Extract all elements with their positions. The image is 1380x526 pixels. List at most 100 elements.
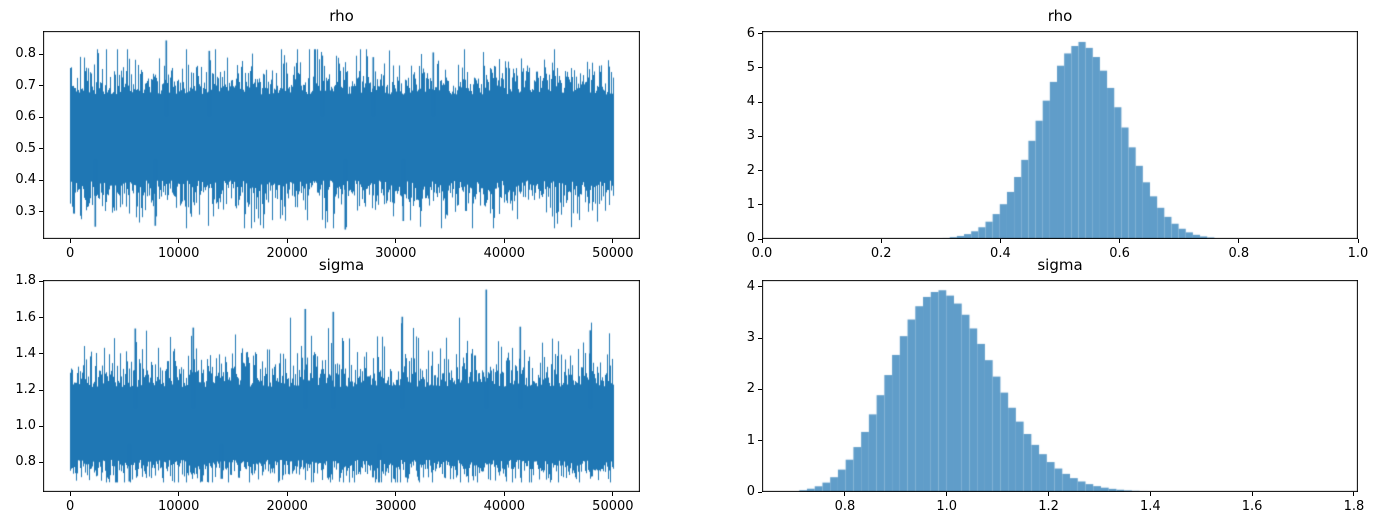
y-tick-mark: [758, 286, 762, 288]
y-tick-label: 2: [746, 381, 755, 397]
y-tick-mark: [39, 85, 43, 87]
x-tick-mark: [1251, 492, 1253, 496]
histogram-rho-canvas: [762, 31, 1358, 239]
trace-plot-sigma-title: sigma: [318, 256, 365, 274]
x-tick-label: 30000: [375, 246, 417, 261]
x-tick-label: 0.8: [834, 499, 856, 514]
y-tick-label: 5: [746, 59, 755, 75]
x-tick-label: 0.2: [870, 246, 892, 261]
trace-plot-rho-title: rho: [329, 7, 354, 25]
y-tick-mark: [39, 280, 43, 282]
y-tick-mark: [39, 317, 43, 319]
y-tick-mark: [39, 353, 43, 355]
y-tick-label: 1.2: [15, 382, 36, 398]
x-tick-mark: [999, 239, 1001, 243]
x-tick-mark: [286, 239, 288, 243]
x-tick-mark: [503, 492, 505, 496]
x-tick-label: 0.4: [990, 246, 1011, 261]
x-tick-label: 40000: [483, 499, 525, 514]
y-tick-mark: [758, 238, 762, 240]
x-tick-label: 30000: [375, 499, 417, 514]
y-tick-label: 0.8: [15, 454, 36, 470]
y-tick-label: 4: [746, 278, 755, 294]
x-tick-label: 50000: [592, 499, 634, 514]
y-tick-mark: [758, 491, 762, 493]
x-tick-mark: [1238, 239, 1240, 243]
x-tick-mark: [395, 239, 397, 243]
x-tick-mark: [69, 492, 71, 496]
y-tick-mark: [39, 425, 43, 427]
y-tick-mark: [758, 33, 762, 35]
y-tick-mark: [39, 53, 43, 55]
x-tick-label: 0: [66, 246, 75, 261]
x-tick-mark: [69, 239, 71, 243]
x-tick-label: 20000: [266, 499, 308, 514]
x-tick-mark: [178, 492, 180, 496]
y-tick-label: 0.3: [15, 203, 36, 219]
x-tick-label: 10000: [157, 246, 200, 261]
x-tick-mark: [395, 492, 397, 496]
y-tick-label: 1.0: [15, 418, 36, 434]
x-tick-mark: [503, 239, 505, 243]
y-tick-label: 3: [746, 128, 755, 144]
x-tick-mark: [844, 492, 846, 496]
x-tick-mark: [761, 239, 763, 243]
y-tick-label: 2: [746, 162, 755, 178]
y-tick-label: 0.7: [15, 77, 36, 93]
x-tick-mark: [946, 492, 948, 496]
y-tick-label: 4: [746, 94, 755, 110]
x-tick-label: 0.8: [1228, 246, 1250, 261]
x-tick-label: 1.2: [1038, 499, 1059, 514]
x-tick-mark: [1119, 239, 1121, 243]
y-tick-mark: [758, 388, 762, 390]
x-tick-mark: [1353, 492, 1355, 496]
y-tick-label: 1.4: [15, 345, 36, 361]
histogram-sigma-title: sigma: [1037, 256, 1083, 274]
x-tick-label: 1.6: [1241, 499, 1263, 514]
histogram-rho: rho 0.0 0.2 0.4 0.6 0.8 1.0 0 1 2 3 4 5 6: [747, 7, 1369, 261]
y-tick-mark: [39, 179, 43, 181]
x-tick-label: 0.6: [1109, 246, 1130, 261]
y-tick-mark: [39, 116, 43, 118]
x-tick-mark: [1357, 239, 1359, 243]
y-tick-label: 0.8: [15, 46, 36, 61]
y-tick-mark: [758, 337, 762, 339]
y-tick-label: 0.5: [15, 140, 36, 156]
y-tick-mark: [39, 389, 43, 391]
y-tick-mark: [758, 67, 762, 69]
x-tick-label: 1.0: [936, 499, 958, 514]
x-tick-mark: [286, 492, 288, 496]
y-tick-mark: [758, 440, 762, 442]
y-tick-mark: [758, 170, 762, 172]
x-tick-label: 10000: [157, 499, 200, 514]
x-tick-mark: [178, 239, 180, 243]
y-tick-label: 6: [746, 25, 755, 41]
trace-plot-sigma-canvas: [43, 280, 640, 492]
histogram-sigma-canvas: [762, 280, 1358, 492]
trace-plot-rho-canvas: [43, 31, 640, 239]
x-tick-label: 1.0: [1347, 246, 1369, 261]
y-tick-label: 0.6: [15, 109, 36, 125]
y-tick-mark: [39, 148, 43, 150]
y-tick-label: 1.6: [15, 309, 36, 325]
x-tick-label: 0: [66, 499, 75, 514]
y-tick-mark: [39, 211, 43, 213]
x-tick-mark: [612, 239, 614, 243]
y-tick-mark: [39, 461, 43, 463]
y-tick-label: 0: [746, 231, 755, 246]
x-tick-mark: [1048, 492, 1050, 496]
y-tick-label: 0: [746, 484, 755, 499]
x-tick-mark: [612, 492, 614, 496]
y-tick-label: 3: [746, 330, 755, 345]
x-tick-label: 20000: [266, 246, 308, 261]
histogram-rho-title: rho: [1047, 7, 1073, 25]
histogram-sigma: sigma 0.8 1.0 1.2 1.4 1.6 1.8 0 1 2 3 4: [747, 256, 1365, 514]
x-tick-label: 50000: [592, 246, 634, 261]
y-tick-mark: [758, 204, 762, 206]
x-tick-label: 0.0: [751, 246, 773, 261]
x-tick-mark: [880, 239, 882, 243]
y-tick-label: 1.8: [15, 273, 36, 289]
y-tick-mark: [758, 101, 762, 103]
y-tick-label: 0.4: [15, 172, 36, 188]
